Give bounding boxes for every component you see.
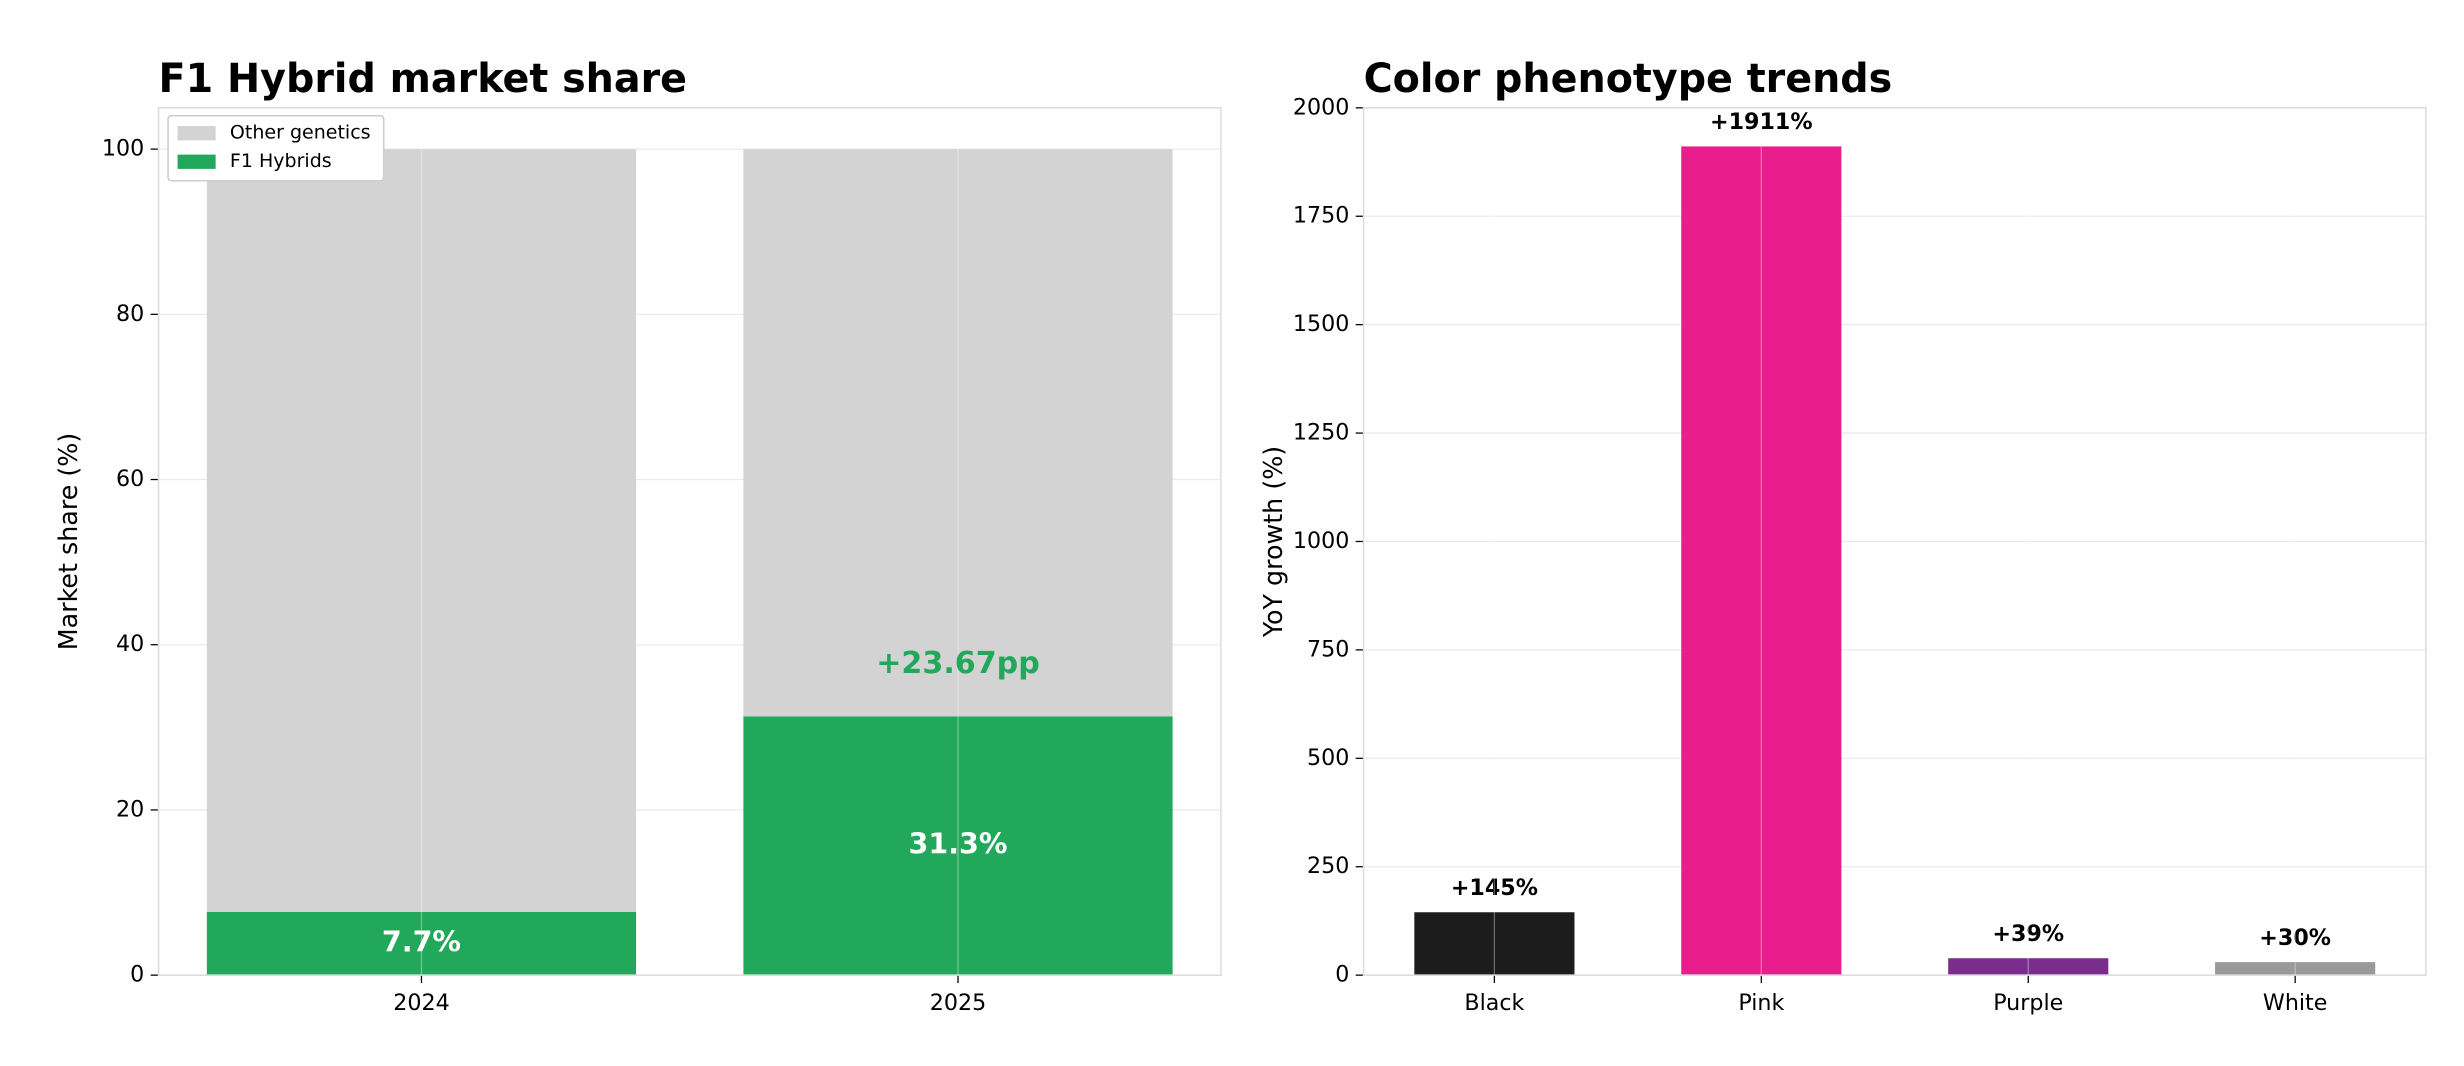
y-tick-label: 1250 xyxy=(1293,420,1349,446)
bar-segment xyxy=(206,911,637,976)
legend-swatch xyxy=(177,126,216,141)
y-tick-label: 100 xyxy=(102,136,144,162)
value-label: +39% xyxy=(1992,921,2064,947)
value-label: +1911% xyxy=(1710,109,1813,135)
x-tick-label: Purple xyxy=(1993,990,2063,1016)
bar xyxy=(1681,146,1842,976)
y-tick-label: 80 xyxy=(116,301,144,327)
y-tick-label: 40 xyxy=(116,631,144,657)
x-tick-label: Black xyxy=(1464,990,1524,1016)
bar xyxy=(1414,912,1575,976)
legend-label: Other genetics xyxy=(230,122,371,144)
y-tick-label: 0 xyxy=(130,962,144,988)
legend-label: F1 Hybrids xyxy=(230,150,332,172)
value-label: +145% xyxy=(1451,875,1538,901)
value-label: +30% xyxy=(2259,925,2331,951)
y-axis-label: YoY growth (%) xyxy=(1258,446,1288,638)
chart-title: F1 Hybrid market share xyxy=(159,56,688,102)
y-tick-label: 1500 xyxy=(1293,311,1349,337)
y-axis-label: Market share (%) xyxy=(53,433,83,650)
y-tick-label: 1750 xyxy=(1293,203,1349,229)
x-tick-label: Pink xyxy=(1738,990,1784,1016)
plot-frame xyxy=(1362,107,2427,976)
x-tick-label: 2025 xyxy=(930,990,986,1016)
value-label: 7.7% xyxy=(382,926,461,959)
annotation: +23.67pp xyxy=(876,646,1040,681)
bar-segment xyxy=(743,716,1173,976)
y-tick-label: 750 xyxy=(1307,636,1349,662)
y-tick-label: 0 xyxy=(1335,962,1349,988)
bar-segment xyxy=(743,149,1173,717)
legend-box xyxy=(167,114,385,182)
chart-title: Color phenotype trends xyxy=(1364,56,1893,102)
y-tick-label: 250 xyxy=(1307,853,1349,879)
bar xyxy=(1948,958,2109,976)
legend-swatch xyxy=(177,154,216,169)
y-tick-label: 20 xyxy=(116,796,144,822)
y-tick-label: 2000 xyxy=(1293,94,1349,120)
y-tick-label: 60 xyxy=(116,466,144,492)
y-tick-label: 1000 xyxy=(1293,528,1349,554)
plot-frame xyxy=(157,107,1222,976)
x-tick-label: 2024 xyxy=(393,990,449,1016)
bar xyxy=(2215,962,2376,976)
value-label: 31.3% xyxy=(909,828,1008,861)
y-tick-label: 500 xyxy=(1307,745,1349,771)
bar-segment xyxy=(206,149,637,912)
x-tick-label: White xyxy=(2263,990,2328,1016)
